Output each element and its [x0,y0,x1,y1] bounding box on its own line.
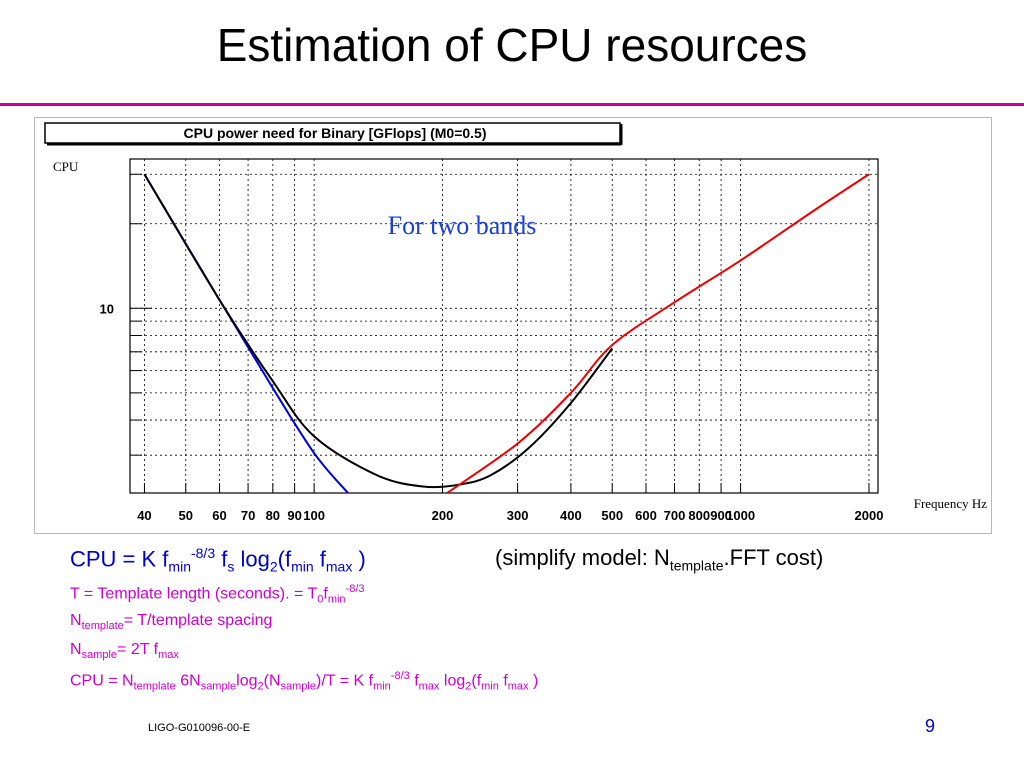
x-tick-label: 100 [303,508,325,523]
chart-title: CPU power need for Binary [GFlops] (M0=0… [184,125,487,141]
x-tick-label: 70 [241,508,255,523]
x-tick-label: 900 [710,508,732,523]
x-tick-label: 800 [688,508,710,523]
cpu-formula: CPU = K fmin-8/3 fs log2(fmin fmax ) [70,545,366,575]
series-line-1 [143,173,349,493]
plot-frame [129,158,879,494]
title-divider [0,103,1024,106]
x-tick-label: 40 [137,508,151,523]
x-tick-label: 1000 [726,508,755,523]
x-tick-label: 90 [287,508,301,523]
x-tick-label: 200 [432,508,454,523]
y-tick-label: 10 [100,301,114,316]
x-tick-label: 2000 [855,508,884,523]
x-tick-label: 500 [601,508,623,523]
simplify-model-note: (simplify model: Ntemplate.FFT cost) [495,545,824,574]
template-length-formula: T = Template length (seconds). = T0fmin-… [70,583,365,606]
x-tick-label: 300 [507,508,529,523]
x-tick-label: 700 [664,508,686,523]
slide-title: Estimation of CPU resources [216,19,808,71]
x-tick-label: 50 [179,508,193,523]
x-tick-label: 600 [635,508,657,523]
series-line-3 [446,173,870,493]
n-sample-formula: Nsample= 2T fmax [70,641,179,662]
x-tick-label: 400 [560,508,582,523]
y-axis-label: CPU [53,159,79,174]
document-id: LIGO-G010096-00-E [148,722,251,734]
series-layer [143,173,870,493]
n-template-formula: Ntemplate= T/template spacing [70,612,273,633]
chart-panel: 40 50 60 70 80 90 100 200 300 400 500 600 700 800 900 1… [34,117,992,534]
page-number: 9 [925,716,936,736]
x-tick-label: 60 [212,508,226,523]
chart-annotation: For two bands [388,211,537,240]
cpu-expanded-formula: CPU = Ntemplate 6Nsamplelog2(Nsample)/T … [70,670,539,693]
tick-layer [130,173,870,493]
grid-layer [129,158,879,494]
x-tick-label: 80 [266,508,280,523]
x-axis-label: Frequency Hz [914,496,988,511]
series-line-2 [143,173,614,489]
chart-canvas: 40 50 60 70 80 90 100 200 300 400 500 600 700 800 9001… [44,122,988,523]
tick-label-layer: 40 50 60 70 80 90 100 200 300 400 500 600 700 800 9001… [100,301,884,523]
